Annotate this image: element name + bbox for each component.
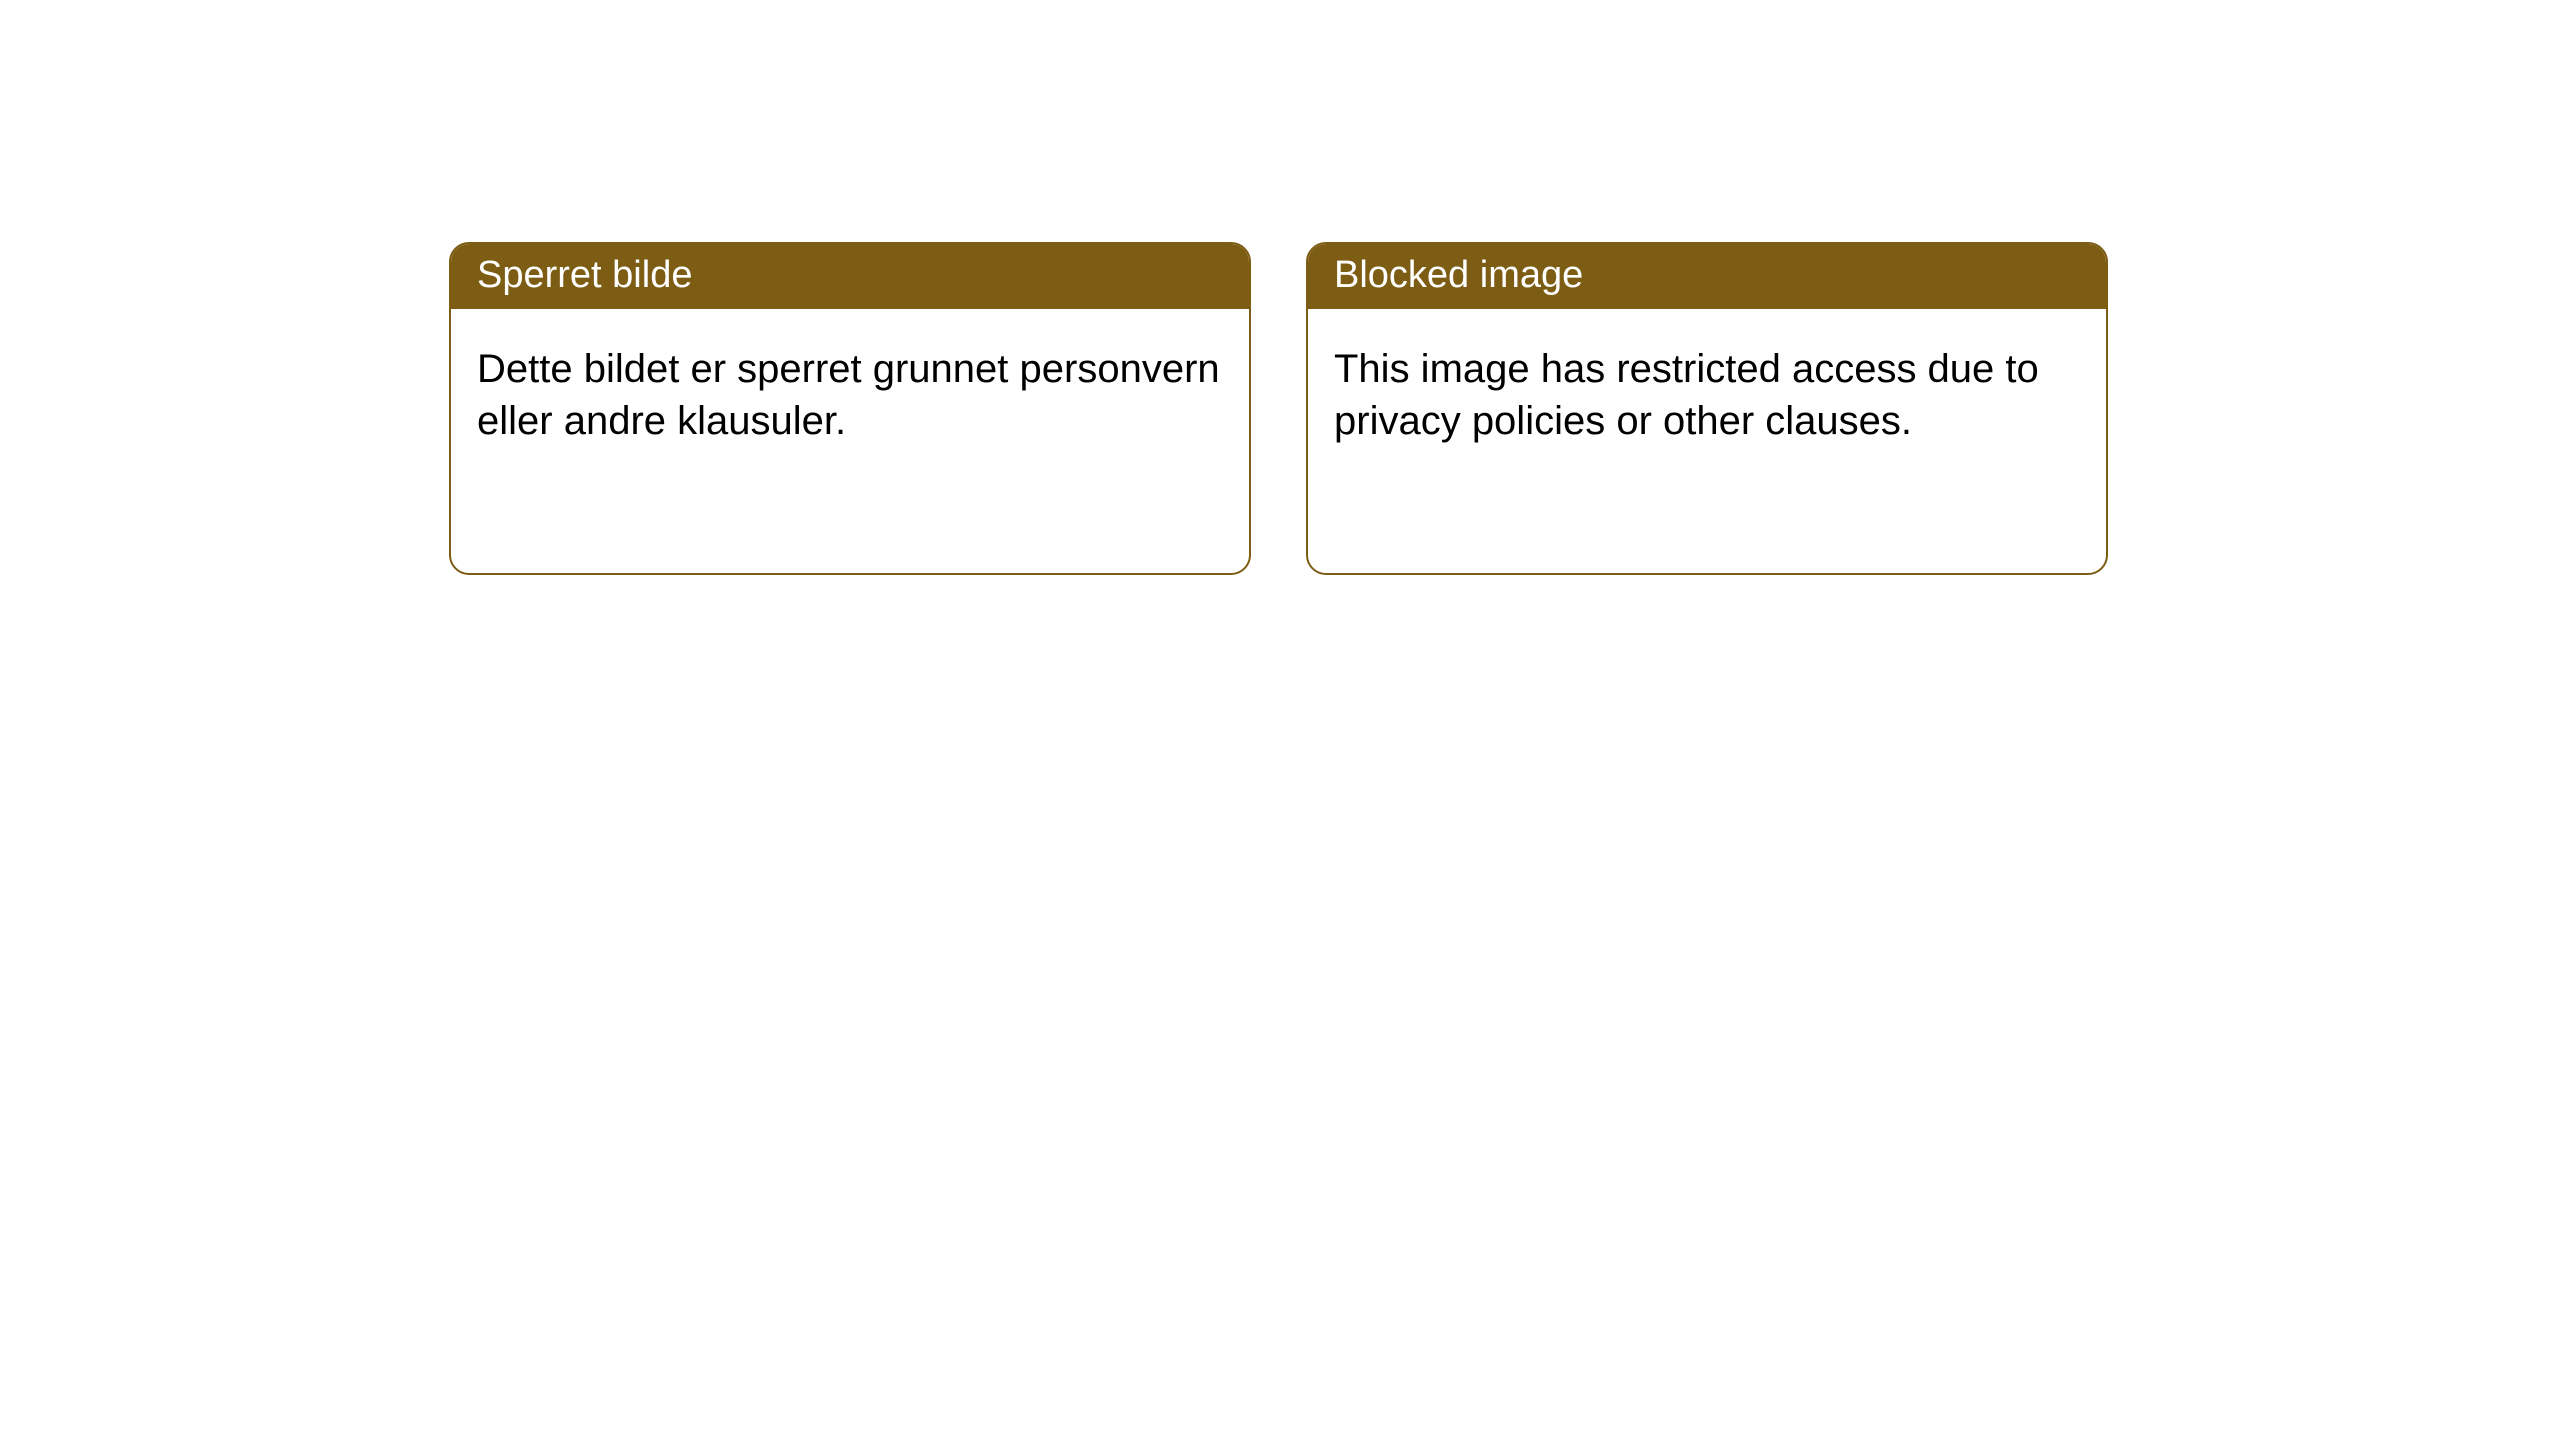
notice-card-english: Blocked image This image has restricted … xyxy=(1306,242,2108,575)
notice-body: This image has restricted access due to … xyxy=(1308,309,2106,481)
notice-body: Dette bildet er sperret grunnet personve… xyxy=(451,309,1249,481)
notice-container: Sperret bilde Dette bildet er sperret gr… xyxy=(0,0,2560,575)
notice-title: Blocked image xyxy=(1308,244,2106,309)
notice-card-norwegian: Sperret bilde Dette bildet er sperret gr… xyxy=(449,242,1251,575)
notice-title: Sperret bilde xyxy=(451,244,1249,309)
